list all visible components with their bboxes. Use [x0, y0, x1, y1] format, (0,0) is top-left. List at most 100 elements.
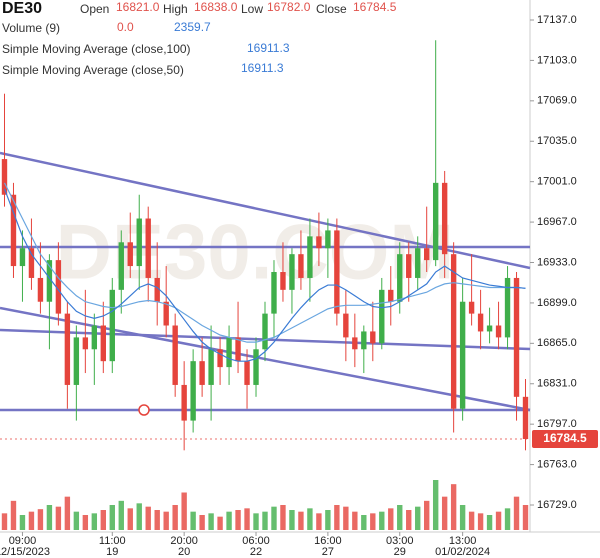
- candle-body: [253, 349, 259, 385]
- last-price-tag: [532, 430, 598, 449]
- volume-bar: [154, 510, 160, 530]
- volume-bar: [397, 505, 403, 530]
- candle-body: [235, 337, 241, 362]
- volume-bar: [298, 511, 304, 530]
- anchor-point: [138, 404, 150, 416]
- volume-bar: [37, 509, 44, 530]
- x-tick-date: 20: [178, 546, 190, 558]
- candle-body: [495, 325, 502, 338]
- candle-body: [504, 277, 511, 338]
- y-tick-label: 16763.0: [537, 458, 577, 470]
- candle-body: [190, 361, 196, 421]
- watermark: DE30.COM: [56, 208, 455, 296]
- candle-body: [513, 277, 520, 397]
- y-tick-label: 16797.0: [537, 418, 577, 430]
- volume-bar: [406, 510, 412, 530]
- x-tick-label: 06:00: [242, 535, 270, 547]
- candle-body: [468, 301, 475, 314]
- symbol: DE30: [2, 0, 42, 17]
- candle-body: [298, 254, 304, 278]
- y-tick-label: 17103.0: [537, 54, 577, 66]
- volume-bar: [199, 515, 205, 530]
- volume-bar: [1, 513, 8, 530]
- volume-bar: [334, 505, 340, 530]
- volume-bar: [127, 508, 133, 530]
- candle-body: [325, 230, 331, 249]
- volume-bar: [370, 513, 376, 530]
- readout-value: 16838.0: [194, 0, 238, 14]
- candle-body: [100, 325, 106, 362]
- volume-bar: [280, 505, 286, 530]
- y-tick-label: 16967.0: [537, 216, 577, 228]
- volume-bar: [486, 515, 493, 530]
- readout-label: Open: [80, 2, 109, 16]
- volume-bar: [307, 508, 313, 530]
- candle-body: [379, 289, 385, 344]
- candle-body: [361, 331, 367, 350]
- readout-value: 16911.3: [247, 41, 290, 55]
- candle-body: [19, 248, 26, 267]
- x-tick-label: 16:00: [314, 535, 342, 547]
- volume-bar: [109, 505, 115, 530]
- candle-body: [136, 218, 142, 267]
- volume-bar: [316, 513, 322, 530]
- candle-body: [217, 349, 223, 368]
- volume-bar: [208, 513, 214, 530]
- candle-body: [343, 313, 349, 338]
- candle-body: [91, 325, 98, 350]
- x-tick-date: 29: [394, 546, 406, 558]
- readout-label: High: [163, 2, 188, 16]
- x-tick-date: 27: [322, 546, 334, 558]
- candle-body: [226, 337, 232, 368]
- volume-bar: [325, 510, 331, 530]
- volume-bar: [262, 511, 268, 530]
- candle-body: [289, 254, 295, 290]
- readout-label: Close: [316, 2, 347, 16]
- x-tick-label: 13:00: [449, 535, 477, 547]
- volume-bar: [190, 511, 196, 530]
- readout-value: 2359.7: [174, 20, 211, 34]
- volume-bar: [504, 508, 511, 530]
- volume-bar: [181, 492, 187, 530]
- last-price-label: 16784.5: [543, 431, 587, 445]
- candle-body: [388, 289, 394, 302]
- x-tick-date: 19: [106, 546, 118, 558]
- candle-body: [334, 230, 340, 314]
- candle-body: [127, 242, 133, 267]
- candle-body: [271, 272, 277, 314]
- candle-body: [145, 218, 151, 278]
- y-tick-label: 17001.0: [537, 176, 577, 188]
- volume-bar: [46, 505, 53, 530]
- readout-label: Volume (9): [2, 21, 60, 35]
- candle-body: [370, 331, 376, 344]
- readout-label: Simple Moving Average (close,50): [2, 63, 184, 77]
- volume-bar: [289, 510, 295, 530]
- readout-value: 0.0: [117, 20, 134, 34]
- volume-bar: [388, 508, 394, 530]
- volume-bar: [253, 513, 259, 530]
- volume-bar: [217, 516, 223, 530]
- volume-bar: [415, 506, 421, 530]
- volume-bar: [271, 506, 277, 530]
- volume-bar: [352, 511, 358, 530]
- candle-body: [406, 254, 412, 278]
- candle-body: [1, 159, 8, 195]
- candle-body: [415, 248, 421, 278]
- candle-body: [37, 277, 44, 302]
- x-tick-label: 03:00: [386, 535, 414, 547]
- volume-bar: [522, 505, 529, 530]
- y-tick-label: 16865.0: [537, 337, 577, 349]
- volume-bar: [343, 506, 349, 530]
- readout-value: 16784.5: [353, 0, 397, 14]
- volume-bar: [495, 511, 502, 530]
- volume-bar: [91, 513, 98, 530]
- readout-label: Low: [241, 2, 263, 16]
- candle-body: [109, 289, 115, 362]
- candle-body: [432, 182, 439, 261]
- candle-body: [244, 361, 250, 385]
- readout-value: 16821.0: [116, 0, 160, 14]
- volume-bar: [172, 505, 178, 530]
- volume-bar: [441, 496, 448, 530]
- y-tick-label: 16729.0: [537, 499, 577, 511]
